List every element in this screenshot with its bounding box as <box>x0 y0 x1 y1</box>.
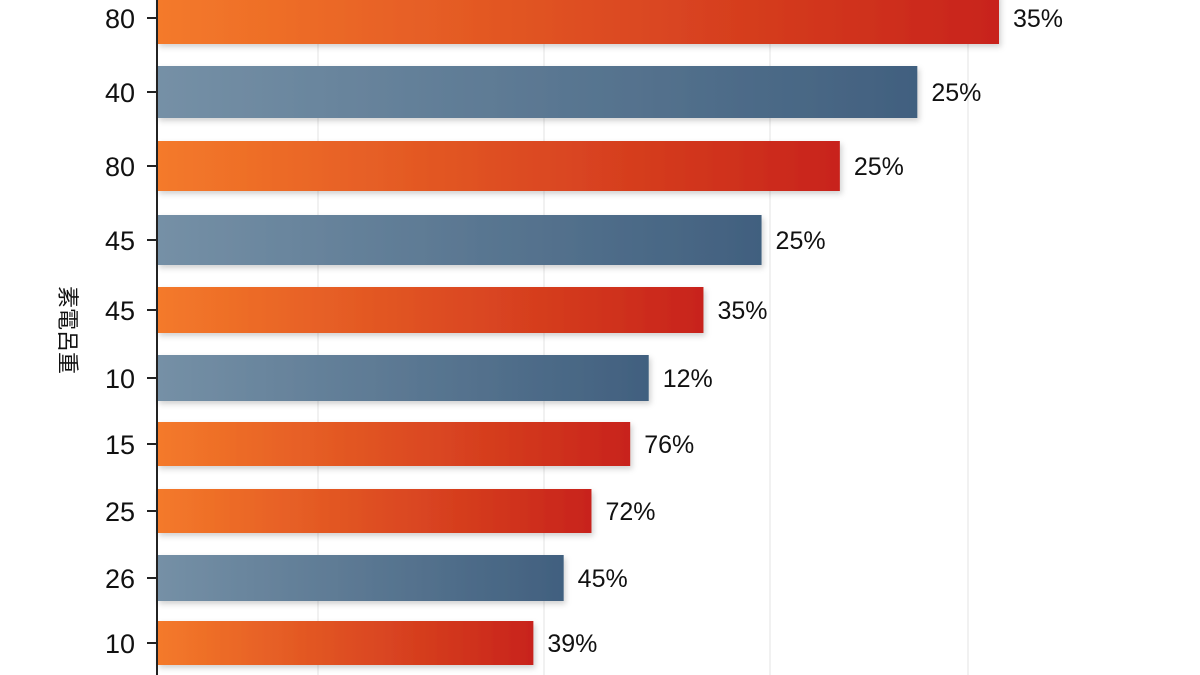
data-label: 35% <box>1013 5 1063 33</box>
bar <box>157 0 999 44</box>
category-tick-label: 25 <box>105 497 135 527</box>
category-tick-label: 15 <box>105 430 135 460</box>
bar <box>157 66 918 118</box>
category-tick-label: 80 <box>105 4 135 34</box>
category-ticks: 80 40 80 45 45 10 15 25 26 10 <box>105 4 157 659</box>
category-tick-label: 45 <box>105 226 135 256</box>
data-label: 45% <box>578 565 628 593</box>
bar <box>157 287 704 333</box>
bar <box>157 621 534 665</box>
data-label: 25% <box>931 79 981 107</box>
bar <box>157 422 631 466</box>
category-tick-label: 45 <box>105 296 135 326</box>
data-label: 25% <box>776 227 826 255</box>
category-tick-label: 40 <box>105 78 135 108</box>
category-tick-label: 10 <box>105 629 135 659</box>
data-labels: 35% 25% 25% 25% 35% 12% 76% 72% 45% 39% <box>547 5 1063 658</box>
bars <box>157 0 999 665</box>
bar <box>157 215 762 265</box>
data-label: 25% <box>854 153 904 181</box>
bar <box>157 489 592 533</box>
bar <box>157 355 649 401</box>
data-label: 39% <box>547 630 597 658</box>
y-axis-title: 素電呂重 <box>54 286 79 374</box>
data-label: 12% <box>663 365 713 393</box>
data-label: 72% <box>605 498 655 526</box>
category-tick-label: 26 <box>105 564 135 594</box>
category-tick-label: 80 <box>105 152 135 182</box>
data-label: 76% <box>644 431 694 459</box>
data-label: 35% <box>717 297 767 325</box>
bar <box>157 141 840 191</box>
bar <box>157 555 564 601</box>
category-tick-label: 10 <box>105 364 135 394</box>
